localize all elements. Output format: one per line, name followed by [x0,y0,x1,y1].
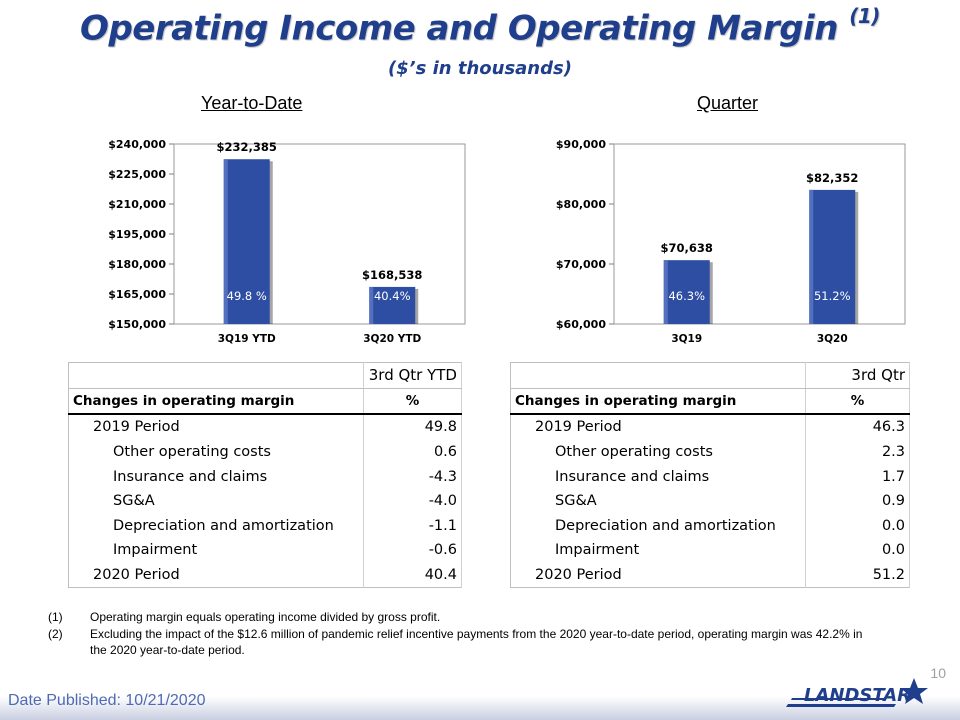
qtr-table-row: Other operating costs 2.3 [510,439,910,465]
qtr-table-header: 3rd Qtr [805,362,910,389]
ytd-table-row-label: SG&A [68,488,364,514]
qtr-table-row-label: Impairment [510,538,806,563]
title-footnote-ref: (1) [849,4,880,28]
ytd-table-row-value: -4.3 [363,464,462,489]
ytd-table-row-label: Depreciation and amortization [68,513,364,539]
ytd-chart-ytick-label: $180,000 [108,258,166,271]
qtr-chart-category-label: 3Q19 [671,333,702,345]
ytd-heading: Year-to-Date [201,93,303,113]
page-title: Operating Income and Operating Margin (1… [80,4,880,49]
ytd-chart-ytick-label: $195,000 [108,228,166,241]
ytd-chart-bar-highlight [369,286,374,324]
landstar-logo: LANDSTAR [786,678,928,707]
footnotes: (1) Operating margin equals operating in… [48,609,868,659]
ytd-table-row: Insurance and claims -4.3 [68,464,462,489]
ytd-table-unit: % [363,388,462,416]
ytd-chart-margin-label: 49.8 % [227,289,267,303]
qtr-table-row-value: 0.0 [805,538,910,563]
ytd-operating-income-chart: $150,000 $165,000 $180,000 $195,000 $210,000… [108,138,466,345]
qtr-chart-bar [809,189,856,324]
ytd-chart-plot-frame [173,143,466,325]
footnote-1: (1) Operating margin equals operating in… [48,610,441,624]
qtr-table-row-label: SG&A [510,488,806,514]
qtr-table-row-label: Other operating costs [510,439,806,465]
qtr-chart-value-label: $82,352 [806,171,858,185]
qtr-table-row: Depreciation and amortization 0.0 [510,513,910,539]
ytd-table-row: Impairment -0.6 [68,538,462,563]
qtr-chart-margin-label: 46.3% [668,289,705,303]
page-number: 10 [930,665,946,681]
qtr-table-row-label: 2020 Period [510,562,806,588]
qtr-chart-ytick-label: $70,000 [556,258,606,271]
qtr-chart-category-label: 3Q20 [817,333,848,345]
qtr-table-row: 2020 Period 51.2 [510,562,910,588]
qtr-table-row-value: 0.9 [805,488,910,514]
qtr-table-row-label: Depreciation and amortization [510,513,806,539]
quarter-heading: Quarter [697,93,759,113]
ytd-chart-margin-label: 40.4% [374,289,411,303]
qtr-chart-ytick-label: $80,000 [556,198,606,211]
ytd-chart-ytick-label: $225,000 [108,168,166,181]
ytd-table-row-value: -0.6 [363,538,462,563]
ytd-margin-table: 3rd Qtr YTD Changes in operating margin%… [68,362,462,589]
ytd-table-row: 2020 Period 40.4 [68,562,462,588]
quarter-operating-income-chart: $60,000 $70,000 $80,000 $90,000 $70,638 46.3%… [556,138,906,345]
qtr-table-row: Impairment 0.0 [510,538,910,563]
qtr-table-row-value: 46.3 [805,414,910,440]
qtr-table-row-value: 51.2 [805,562,910,588]
qtr-table-row: 2019 Period 46.3 [510,414,910,440]
qtr-chart-bar-highlight [663,260,668,324]
ytd-table-row: SG&A -4.0 [68,488,462,514]
ytd-chart-ytick-label: $210,000 [108,198,166,211]
ytd-table-row: 2019 Period 49.8 [68,414,462,440]
ytd-chart-bar [369,286,416,324]
qtr-chart-plot-frame [613,143,906,325]
qtr-chart-bar [663,260,710,324]
ytd-table-row-label: 2020 Period [68,562,364,588]
ytd-table-row-value: 49.8 [363,414,462,440]
ytd-chart-value-label: $232,385 [217,140,277,154]
ytd-chart-bar [223,159,270,324]
ytd-table-row-label: Insurance and claims [68,464,364,489]
ytd-table-row-value: 0.6 [363,439,462,465]
ytd-table-row: Depreciation and amortization -1.1 [68,513,462,539]
ytd-chart-value-label: $168,538 [362,268,422,282]
qtr-table-row-value: 0.0 [805,513,910,539]
ytd-table-row-value: -4.0 [363,488,462,514]
qtr-chart-ytick-label: $60,000 [556,318,606,331]
qtr-table-row-label: 2019 Period [510,414,806,440]
ytd-table-sub-label: Changes in operating margin [68,388,364,416]
qtr-table-sub-label: Changes in operating margin [510,388,806,416]
ytd-chart-ytick-label: $150,000 [108,318,166,331]
ytd-table-row-label: Other operating costs [68,439,364,465]
page-subtitle: ($’s in thousands) [388,58,572,79]
date-published: Date Published: 10/21/2020 [8,692,206,709]
qtr-table-row: SG&A 0.9 [510,488,910,514]
qtr-chart-bar-highlight [809,189,814,324]
ytd-table-row-value: 40.4 [363,562,462,588]
ytd-table-row-value: -1.1 [363,513,462,539]
footnote-2: (2) Excluding the impact of the $12.6 mi… [48,626,863,658]
qtr-table-row-label: Insurance and claims [510,464,806,489]
ytd-chart-category-label: 3Q20 YTD [363,333,421,345]
qtr-table-row-value: 1.7 [805,464,910,489]
ytd-chart-ytick-label: $240,000 [108,138,166,151]
ytd-table-header: 3rd Qtr YTD [363,362,462,389]
logo-text: LANDSTAR [804,685,911,706]
qtr-chart-value-label: $70,638 [661,241,713,255]
ytd-chart-category-label: 3Q19 YTD [218,333,276,345]
star-icon [900,678,928,704]
ytd-chart-ytick-label: $165,000 [108,288,166,301]
ytd-table-row-label: Impairment [68,538,364,563]
qtr-table-row-value: 2.3 [805,439,910,465]
ytd-chart-bar-highlight [223,159,228,324]
ytd-table-row-label: 2019 Period [68,414,364,440]
qtr-table-row: Insurance and claims 1.7 [510,464,910,489]
quarter-margin-table: 3rd Qtr Changes in operating margin% 201… [510,362,910,589]
qtr-table-unit: % [805,388,910,416]
qtr-chart-margin-label: 51.2% [814,289,851,303]
ytd-table-row: Other operating costs 0.6 [68,439,462,465]
qtr-chart-ytick-label: $90,000 [556,138,606,151]
